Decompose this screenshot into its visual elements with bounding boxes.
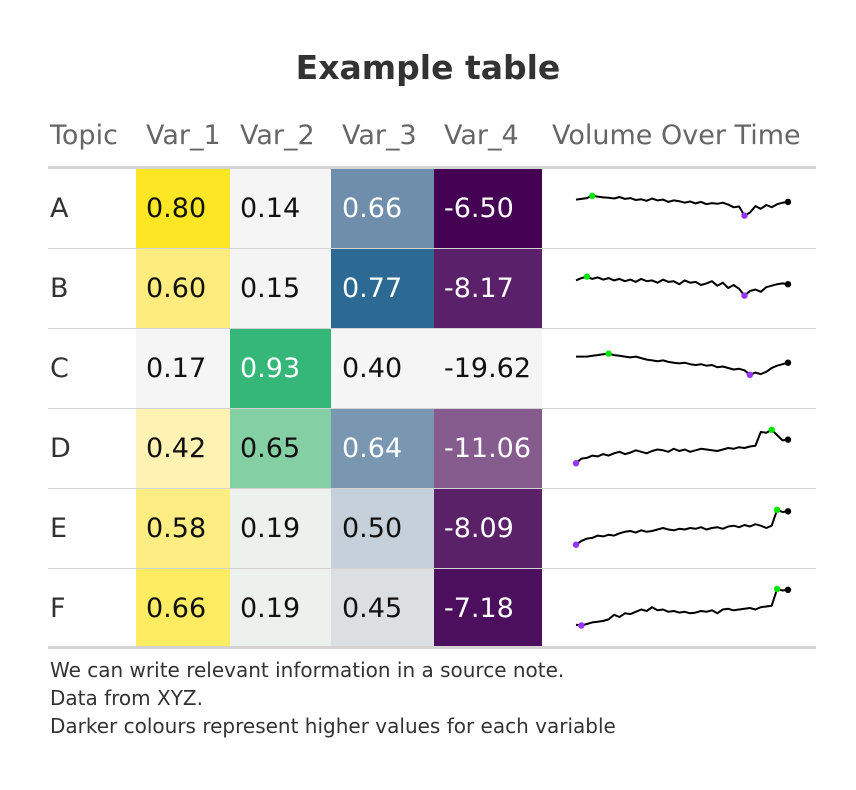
row-divider — [48, 328, 816, 329]
sparkline-max-point — [773, 585, 781, 593]
sparkline-min-point — [572, 460, 580, 467]
source-note-1: We can write relevant information in a s… — [50, 658, 565, 682]
table-row: D 0.42 0.65 0.64 -11.06 — [48, 409, 816, 489]
sparkline-volume — [572, 506, 792, 548]
cell-var-4: -11.06 — [434, 409, 542, 488]
sparkline-path — [575, 275, 789, 297]
cell-var-1: 0.42 — [136, 409, 230, 488]
sparkline-end-point — [784, 281, 792, 288]
sparkline-path — [575, 194, 789, 217]
sparkline-path — [575, 508, 789, 546]
cell-var-4: -8.09 — [434, 489, 542, 568]
sparkline-volume — [572, 426, 792, 467]
sparkline-max-point — [605, 350, 612, 357]
cell-topic: A — [50, 193, 69, 224]
table-bottom-divider — [48, 646, 816, 649]
column-header-var-2: Var_2 — [240, 120, 315, 151]
column-header-volume-over-time: Volume Over Time — [552, 120, 801, 151]
sparkline-end-point — [784, 359, 792, 366]
table-row: A 0.80 0.14 0.66 -6.50 — [48, 169, 816, 249]
header-divider — [48, 166, 816, 169]
sparkline-max-point — [773, 506, 781, 513]
cell-var-2: 0.65 — [230, 409, 331, 488]
sparkline-min-point — [578, 622, 585, 629]
sparkline-max-point — [583, 273, 591, 280]
sparkline-volume — [575, 585, 792, 629]
sparkline-volume — [576, 350, 792, 378]
cell-var-2: 0.19 — [230, 489, 331, 568]
sparkline-max-point — [768, 426, 775, 433]
sparkline-min-point — [741, 292, 748, 299]
sparkline-volume — [575, 192, 792, 219]
cell-topic: F — [50, 593, 66, 624]
sparkline-min-point — [572, 541, 580, 548]
sparkline-end-point — [784, 198, 792, 206]
table-row: C 0.17 0.93 0.40 -19.62 — [48, 329, 816, 409]
cell-var-1: 0.60 — [136, 249, 230, 328]
source-note-3: Darker colours represent higher values f… — [50, 714, 616, 738]
row-divider — [48, 568, 816, 569]
cell-var-2: 0.15 — [230, 249, 331, 328]
cell-topic: B — [50, 273, 69, 304]
column-header-var-1: Var_1 — [146, 120, 221, 151]
sparkline-path — [575, 588, 789, 627]
column-header-topic: Topic — [50, 120, 118, 151]
row-divider — [48, 408, 816, 409]
sparkline-volume — [575, 273, 792, 299]
sparkline-end-point — [784, 436, 792, 443]
cell-topic: E — [50, 513, 68, 544]
table-row: F 0.66 0.19 0.45 -7.18 — [48, 569, 816, 649]
sparkline-path — [575, 428, 789, 464]
cell-var-4: -6.50 — [434, 169, 542, 248]
cell-var-3: 0.40 — [331, 329, 434, 408]
cell-var-2: 0.93 — [230, 329, 331, 408]
cell-var-4: -8.17 — [434, 249, 542, 328]
cell-var-3: 0.66 — [331, 169, 434, 248]
column-header-var-4: Var_4 — [444, 120, 519, 151]
cell-var-4: -7.18 — [434, 569, 542, 648]
sparkline-min-point — [746, 371, 754, 378]
cell-var-3: 0.45 — [331, 569, 434, 648]
cell-var-1: 0.66 — [136, 569, 230, 648]
cell-var-3: 0.77 — [331, 249, 434, 328]
cell-var-1: 0.58 — [136, 489, 230, 568]
sparkline-end-point — [784, 508, 792, 515]
table-title: Example table — [295, 48, 561, 87]
table-row: B 0.60 0.15 0.77 -8.17 — [48, 249, 816, 329]
table-row: E 0.58 0.19 0.50 -8.09 — [48, 489, 816, 569]
sparkline-max-point — [589, 192, 596, 199]
sparkline-path — [576, 352, 789, 376]
row-divider — [48, 488, 816, 489]
cell-topic: C — [50, 353, 69, 384]
cell-var-2: 0.19 — [230, 569, 331, 648]
source-note-2: Data from XYZ. — [50, 686, 203, 710]
cell-topic: D — [50, 433, 71, 464]
cell-var-1: 0.17 — [136, 329, 230, 408]
sparkline-end-point — [784, 586, 792, 593]
cell-var-4: -19.62 — [434, 329, 542, 408]
cell-var-3: 0.50 — [331, 489, 434, 568]
row-divider — [48, 248, 816, 249]
cell-var-1: 0.80 — [136, 169, 230, 248]
column-header-var-3: Var_3 — [342, 120, 417, 151]
cell-var-3: 0.64 — [331, 409, 434, 488]
sparkline-min-point — [741, 212, 748, 219]
cell-var-2: 0.14 — [230, 169, 331, 248]
